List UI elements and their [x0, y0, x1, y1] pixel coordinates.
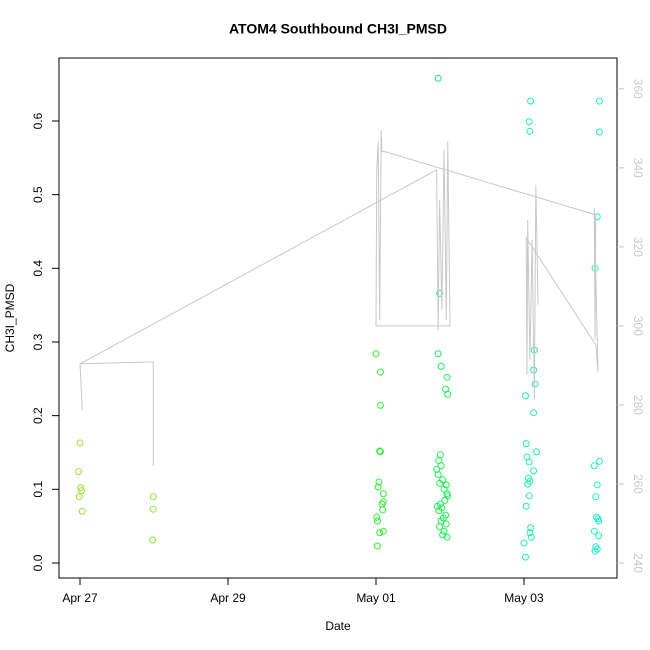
- point: [436, 479, 444, 487]
- point: [373, 542, 381, 550]
- x-tick-label: May 03: [504, 591, 544, 605]
- x-tick-label: May 01: [356, 591, 396, 605]
- point: [437, 462, 445, 470]
- point: [379, 527, 387, 535]
- chart-title: ATOM4 Southbound CH3I_PMSD: [229, 21, 447, 37]
- point: [379, 506, 387, 514]
- point: [374, 483, 382, 491]
- y2-tick-label: 340: [631, 158, 645, 178]
- point: [373, 513, 381, 521]
- y-tick-label: 0.2: [31, 407, 45, 424]
- point: [593, 545, 601, 553]
- point: [77, 487, 85, 495]
- point: [440, 527, 448, 535]
- point: [76, 439, 84, 447]
- point: [442, 520, 450, 528]
- y-tick-label: 0.4: [31, 260, 45, 277]
- y-tick-label: 0.6: [31, 112, 45, 129]
- y2-tick-label: 300: [631, 316, 645, 336]
- point: [433, 502, 441, 510]
- point: [434, 471, 442, 479]
- y2-tick-label: 240: [631, 553, 645, 573]
- x-axis-label: Date: [325, 619, 351, 633]
- point: [527, 524, 535, 532]
- y2-tick-label: 280: [631, 395, 645, 415]
- point: [531, 380, 539, 388]
- point: [149, 493, 157, 501]
- y2-tick-label: 360: [631, 79, 645, 99]
- point: [522, 440, 530, 448]
- point: [591, 547, 599, 555]
- point: [433, 465, 441, 473]
- point: [521, 392, 529, 400]
- y-axis-label: CH3I_PMSD: [3, 283, 17, 352]
- point: [444, 390, 452, 398]
- point: [443, 533, 451, 541]
- point: [592, 493, 600, 501]
- y-tick-label: 0.3: [31, 333, 45, 350]
- point: [595, 532, 603, 540]
- y2-tick-label: 320: [631, 237, 645, 257]
- point: [436, 289, 444, 297]
- point: [525, 118, 533, 126]
- point: [436, 523, 444, 531]
- point: [149, 536, 157, 544]
- point: [522, 502, 530, 510]
- y-tick-label: 0.0: [31, 554, 45, 571]
- point: [526, 127, 534, 135]
- point: [593, 481, 601, 489]
- point: [530, 467, 538, 475]
- point: [372, 350, 380, 358]
- point: [441, 496, 449, 504]
- point: [595, 97, 603, 105]
- point: [520, 539, 528, 547]
- point: [590, 527, 598, 535]
- point: [379, 490, 387, 498]
- point: [524, 480, 532, 488]
- point: [443, 373, 451, 381]
- point: [595, 128, 603, 136]
- point: [527, 97, 535, 105]
- y2-tick-label: 260: [631, 474, 645, 494]
- point: [376, 401, 384, 409]
- point: [75, 493, 83, 501]
- point: [78, 507, 86, 515]
- point: [376, 368, 384, 376]
- point: [593, 513, 601, 521]
- point: [376, 529, 384, 537]
- point: [527, 533, 535, 541]
- point: [595, 517, 603, 525]
- point: [375, 478, 383, 486]
- point: [530, 409, 538, 417]
- point: [373, 517, 381, 525]
- point: [75, 468, 83, 476]
- point: [437, 362, 445, 370]
- y-tick-label: 0.1: [31, 481, 45, 498]
- point: [376, 447, 384, 455]
- point: [521, 553, 529, 561]
- point: [77, 484, 85, 492]
- point: [434, 350, 442, 358]
- point: [376, 448, 384, 456]
- point: [533, 448, 541, 456]
- line: [79, 129, 599, 466]
- point: [435, 507, 443, 515]
- x-tick-label: Apr 29: [210, 591, 246, 605]
- point: [525, 458, 533, 466]
- point: [595, 457, 603, 465]
- point: [434, 74, 442, 82]
- x-tick-label: Apr 27: [62, 591, 98, 605]
- y-tick-label: 0.5: [31, 186, 45, 203]
- point: [590, 462, 598, 470]
- point: [149, 505, 157, 513]
- point: [526, 529, 534, 537]
- point: [525, 492, 533, 500]
